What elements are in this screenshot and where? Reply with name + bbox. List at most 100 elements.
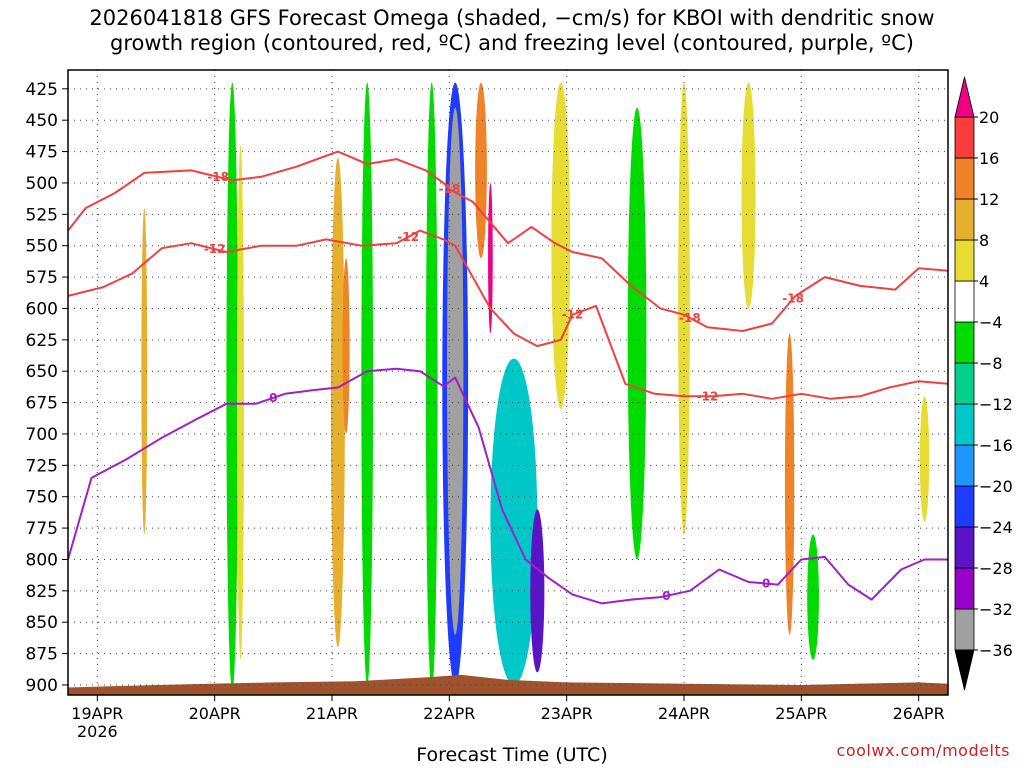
x-tick-label-4: 23APR (541, 704, 593, 723)
contour-line--12 (68, 229, 948, 400)
omega-region-8 (446, 107, 464, 635)
colorbar-tick-label-9: −20 (979, 477, 1013, 496)
y-tick-label-7: 600 (26, 299, 58, 319)
y-tick-label-13: 750 (26, 488, 58, 508)
terrain-fill (68, 674, 948, 695)
colorbar-band-10 (954, 198, 975, 241)
omega-region-19 (919, 396, 930, 522)
colorbar-tick-label-8: −16 (979, 436, 1013, 455)
x-tick-label-7: 26APR (893, 704, 945, 723)
y-tick-label-3: 500 (26, 174, 58, 194)
colorbar-band-11 (954, 157, 975, 200)
contour-label--18-3: -18 (782, 292, 804, 306)
colorbar-tick-label-4: 4 (979, 272, 989, 291)
plot-frame (67, 69, 949, 696)
x-tick-label-2: 21APR (306, 704, 358, 723)
colorbar-tick-label-0: 20 (979, 108, 999, 127)
colorbar-band-2 (954, 526, 975, 569)
chart-title-line-2: growth region (contoured, red, ºC) and f… (110, 31, 914, 55)
colorbar-tick-label-3: 8 (979, 231, 989, 250)
contour-line-0 (68, 367, 948, 605)
colorbar-band-5 (954, 403, 975, 446)
x-tick-label-6: 25APR (775, 704, 827, 723)
colorbar-band-1 (954, 567, 975, 610)
colorbar-band-7 (954, 321, 975, 364)
colorbar-band-3 (954, 485, 975, 528)
omega-region-12 (530, 509, 545, 673)
omega-region-1 (236, 145, 244, 660)
colorbar-tick-label-7: −12 (979, 395, 1013, 414)
y-tick-label-8: 625 (26, 331, 58, 351)
omega-region-17 (784, 333, 795, 635)
omega-region-5 (361, 82, 374, 685)
y-tick-label-14: 775 (26, 519, 58, 539)
colorbar-tick-label-12: −32 (979, 600, 1013, 619)
contour-label--18-1: -18 (438, 182, 460, 196)
x-tick-label-0: 19APR (71, 704, 123, 723)
colorbar-tick-label-1: 16 (979, 149, 999, 168)
x-axis-label: Forecast Time (UTC) (416, 744, 608, 766)
omega-region-2 (141, 208, 148, 535)
omega-region-16 (741, 82, 756, 309)
y-tick-label-0: 425 (26, 80, 58, 100)
contour-label--12-3: -12 (697, 389, 719, 403)
contour-label--12-1: -12 (397, 230, 419, 244)
x-tick-label-5: 24APR (658, 704, 710, 723)
colorbar-tick-label-6: −8 (979, 354, 1003, 373)
omega-region-11 (490, 358, 538, 685)
colorbar-tick-label-13: −36 (979, 641, 1013, 660)
y-tick-label-4: 525 (26, 205, 58, 225)
x-year-label: 2026 (77, 722, 118, 741)
colorbar-tick-label-2: 12 (979, 190, 999, 209)
omega-region-15 (678, 82, 690, 535)
y-tick-label-10: 675 (26, 394, 58, 414)
colorbar-band-0 (954, 608, 975, 651)
contour-label-0-0: 0 (269, 391, 277, 405)
y-axis: 425 450 475 500 525 550 575 600 625 650 675 700 725 7… (26, 80, 68, 696)
y-tick-label-11: 700 (26, 425, 58, 445)
colorbar-band-6 (954, 362, 975, 405)
contour-label--18-2: -18 (679, 311, 701, 325)
colorbar-band-12 (954, 116, 975, 159)
colorbar-band-8 (954, 280, 975, 323)
colorbar-bottom-arrow (954, 649, 975, 691)
y-tick-label-16: 825 (26, 582, 58, 602)
y-tick-label-6: 575 (26, 268, 58, 288)
y-tick-label-15: 800 (26, 550, 58, 570)
site-credit: coolwx.com/modelts (836, 741, 1010, 760)
y-tick-label-2: 475 (26, 143, 58, 163)
y-tick-label-5: 550 (26, 237, 58, 257)
chart-title: 2026041818 GFS Forecast Omega (shaded, −… (0, 6, 1024, 56)
y-tick-label-17: 850 (26, 613, 58, 633)
contour-label-0-1: 0 (662, 589, 670, 603)
colorbar-tick-label-10: −24 (979, 518, 1013, 537)
contour-label--18-0: -18 (207, 170, 229, 184)
colorbar-band-9 (954, 239, 975, 282)
omega-shading (141, 82, 930, 692)
colorbar-band-4 (954, 444, 975, 487)
contour-label--12-2: -12 (562, 308, 584, 322)
colorbar: 20 16 12 8 4 −4 −8 −12 −16 −20 −24 −28 −32 −36 (954, 76, 1013, 691)
terrain-surface (68, 674, 948, 695)
omega-region-4 (342, 258, 350, 434)
contour-lines: -18 -18 -18 -18 -12 -12 -12 -12 0 0 0 (68, 150, 948, 605)
omega-region-3 (330, 157, 345, 648)
y-tick-label-19: 900 (26, 676, 58, 696)
y-tick-label-12: 725 (26, 456, 58, 476)
plot-border (67, 69, 949, 696)
contour-line--18 (68, 150, 948, 332)
colorbar-tick-label-5: −4 (979, 313, 1003, 332)
y-tick-label-1: 450 (26, 111, 58, 131)
omega-region-0 (226, 82, 239, 692)
colorbar-top-arrow (954, 76, 975, 118)
omega-region-9 (475, 82, 487, 259)
contour-label-0-2: 0 (762, 577, 770, 591)
colorbar-tick-label-11: −28 (979, 559, 1013, 578)
chart-title-line-1: 2026041818 GFS Forecast Omega (shaded, −… (89, 6, 935, 30)
x-tick-label-3: 22APR (423, 704, 475, 723)
y-tick-label-18: 875 (26, 645, 58, 665)
y-tick-label-9: 650 (26, 362, 58, 382)
x-tick-label-1: 20APR (189, 704, 241, 723)
x-axis: 19APR 20APR 21APR 22APR 23APR 24APR 25APR 26APR… (71, 695, 945, 741)
